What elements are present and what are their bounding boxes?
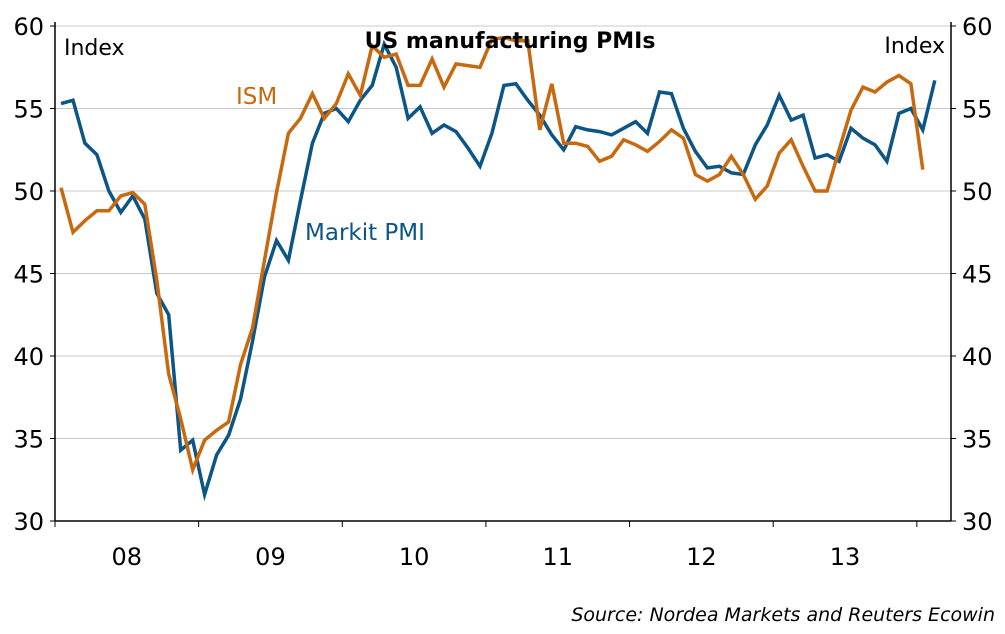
y-tick-label-left: 55 xyxy=(13,96,44,124)
right-axis-label: Index xyxy=(884,34,945,59)
y-tick-label-right: 45 xyxy=(962,261,993,289)
y-tick-label-left: 50 xyxy=(13,178,44,206)
x-tick-label: 08 xyxy=(112,543,143,571)
y-tick-label-left: 45 xyxy=(13,261,44,289)
x-tick-label: 12 xyxy=(686,543,717,571)
series-lines xyxy=(59,35,937,502)
y-tick-label-right: 35 xyxy=(962,426,993,454)
chart-title: US manufacturing PMIs xyxy=(365,29,656,54)
ism-series-label: ISM xyxy=(236,84,277,110)
markit-pmi-series-line xyxy=(60,39,937,502)
markit-series-label: Markit PMI xyxy=(305,220,425,246)
y-tick-label-left: 40 xyxy=(13,343,44,371)
x-tick-label: 10 xyxy=(399,543,430,571)
y-tick-label-right: 40 xyxy=(962,343,993,371)
x-tick-labels: 08 09 10 11 12 13 xyxy=(112,543,861,571)
x-tick-label: 09 xyxy=(255,543,286,571)
y-tick-label-left: 30 xyxy=(13,508,44,536)
y-tick-label-left: 60 xyxy=(13,13,44,41)
y-tick-label-right: 30 xyxy=(962,508,993,536)
x-tick-label: 13 xyxy=(830,543,861,571)
y-tick-label-left: 35 xyxy=(13,426,44,454)
y-tick-label-right: 55 xyxy=(962,96,993,124)
x-tick-label: 11 xyxy=(542,543,573,571)
ism-series-line xyxy=(59,35,925,476)
y-tick-labels: 30 30 35 35 40 40 45 45 50 50 55 55 60 60 xyxy=(13,13,992,536)
y-tick-label-right: 60 xyxy=(962,13,993,41)
gridlines xyxy=(55,25,951,439)
axes xyxy=(50,22,956,527)
source-note: Source: Nordea Markets and Reuters Ecowi… xyxy=(571,604,995,626)
left-axis-label: Index xyxy=(64,36,125,61)
y-tick-label-right: 50 xyxy=(962,178,993,206)
